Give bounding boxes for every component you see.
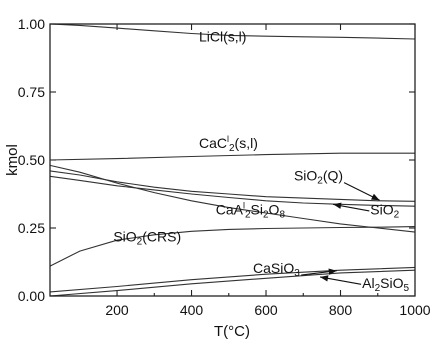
x-tick-label: 1000: [399, 302, 430, 318]
y-tick-label: 0.25: [18, 220, 45, 236]
x-axis-title: T(°C): [214, 323, 250, 340]
x-tick-label: 400: [180, 302, 204, 318]
x-tick-label: 800: [329, 302, 353, 318]
series-annotation: CaCl2(s,l): [199, 134, 258, 154]
series-line: [49, 152, 415, 161]
annotation-arrowhead: [333, 202, 342, 209]
y-tick-label: 0.50: [18, 152, 45, 168]
y-tick-label: 1.00: [18, 16, 45, 32]
series-annotation: SiO2(CRS): [113, 229, 181, 248]
series-annotation: SiO2: [370, 201, 399, 220]
series-annotation: CaSiO3: [253, 260, 300, 279]
annotation-arrowhead: [371, 193, 380, 201]
plot-frame: [49, 23, 416, 297]
series-line: [49, 269, 416, 297]
series-line: [49, 170, 416, 202]
series-annotation: LiCl(s,l): [199, 29, 246, 45]
series-annotation: SiO2(Q): [294, 167, 343, 186]
annotation-arrowhead: [328, 268, 337, 275]
series-annotation: Al2SiO5: [362, 275, 409, 294]
y-tick-label: 0.00: [18, 288, 45, 304]
series-line: [49, 266, 416, 293]
series-annotation: CaAl2Si2O8: [216, 200, 286, 220]
x-tick-label: 200: [105, 302, 129, 318]
series-line: [49, 164, 416, 233]
y-tick-label: 0.75: [18, 84, 45, 100]
x-tick-label: 600: [254, 302, 278, 318]
series-line: [49, 23, 416, 40]
series-line: [49, 226, 416, 267]
series-annotations: LiCl(s,l) CaCl2(s,l) SiO2(Q) CaAl2Si2O8 SiO2…: [113, 29, 409, 294]
annotation-arrowhead: [320, 275, 329, 282]
data-series: [49, 23, 416, 297]
axis-ticks: 200 400 600 800 1000 0.00 0.25 0.50 0.75 1.00: [18, 16, 430, 318]
y-axis-title: kmol: [4, 144, 21, 176]
series-line: [49, 175, 416, 207]
